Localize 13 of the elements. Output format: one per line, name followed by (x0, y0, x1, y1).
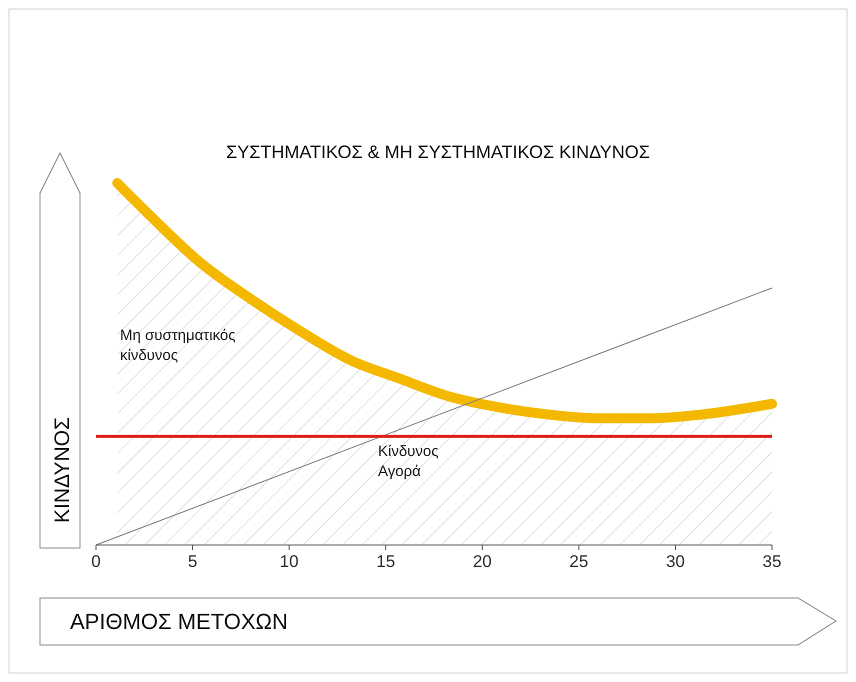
annotation: Κίνδυνος Αγορά (378, 443, 438, 480)
x-tick-label: 30 (666, 552, 685, 571)
x-tick-label: 15 (376, 552, 396, 571)
x-tick-label: 0 (91, 552, 101, 571)
annotation: Μη συστηματικός κίνδυνος (120, 327, 236, 364)
x-axis-title: ΑΡΙΘΜΟΣ ΜΕΤΟΧΩΝ (70, 609, 288, 634)
y-axis-title: ΚΙΝΔΥΝΟΣ (51, 417, 74, 523)
x-tick-label: 25 (569, 552, 588, 571)
x-tick-label: 5 (188, 552, 198, 571)
x-tick-label: 10 (280, 552, 299, 571)
x-tick-label: 35 (762, 552, 782, 571)
chart-title: ΣΥΣΤΗΜΑΤΙΚΟΣ & ΜΗ ΣΥΣΤΗΜΑΤΙΚΟΣ ΚΙΝΔΥΝΟΣ (226, 142, 650, 162)
x-tick-label: 20 (472, 552, 492, 571)
